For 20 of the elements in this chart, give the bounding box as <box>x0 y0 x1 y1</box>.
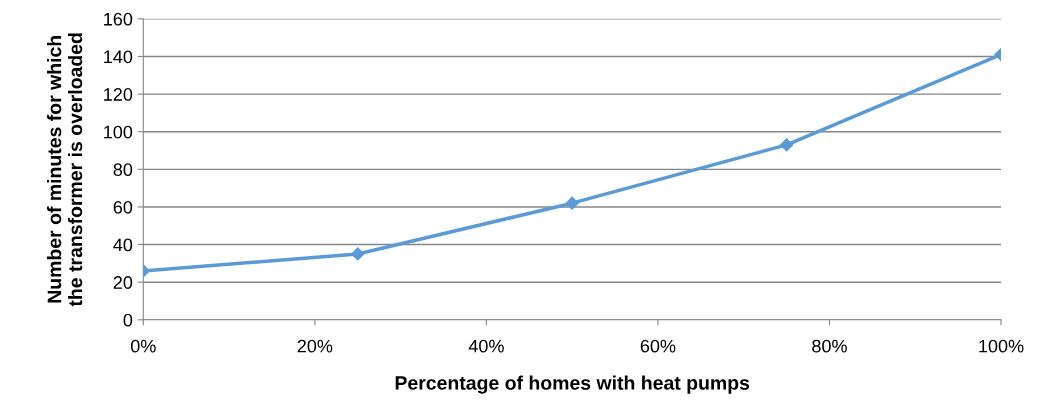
y-tick-label: 120 <box>104 88 133 101</box>
y-tick-label: 160 <box>104 12 133 26</box>
x-tick-label: 0% <box>130 339 156 353</box>
y-tick-label: 80 <box>113 163 133 177</box>
point <box>565 196 579 210</box>
y-tick-label: 60 <box>113 200 133 214</box>
y-tick-label: 20 <box>113 276 133 289</box>
x-tick-label: 20% <box>297 339 333 353</box>
point <box>351 247 365 261</box>
x-tick-label: 80% <box>812 339 847 353</box>
y-tick-label: 140 <box>104 50 133 64</box>
y-tick-label: 40 <box>113 238 133 252</box>
point <box>780 138 794 152</box>
y-tick-label: 100 <box>104 125 133 139</box>
x-axis-title: Percentage of homes with heat pumps <box>395 375 750 394</box>
y-axis-title: Number of minutes for which the transformer is overloaded <box>47 33 83 307</box>
y-tick-label: 0 <box>123 313 133 327</box>
x-tick-label: 40% <box>468 339 504 353</box>
x-tick-label: 100% <box>979 339 1024 353</box>
x-tick-label: 60% <box>640 339 676 353</box>
